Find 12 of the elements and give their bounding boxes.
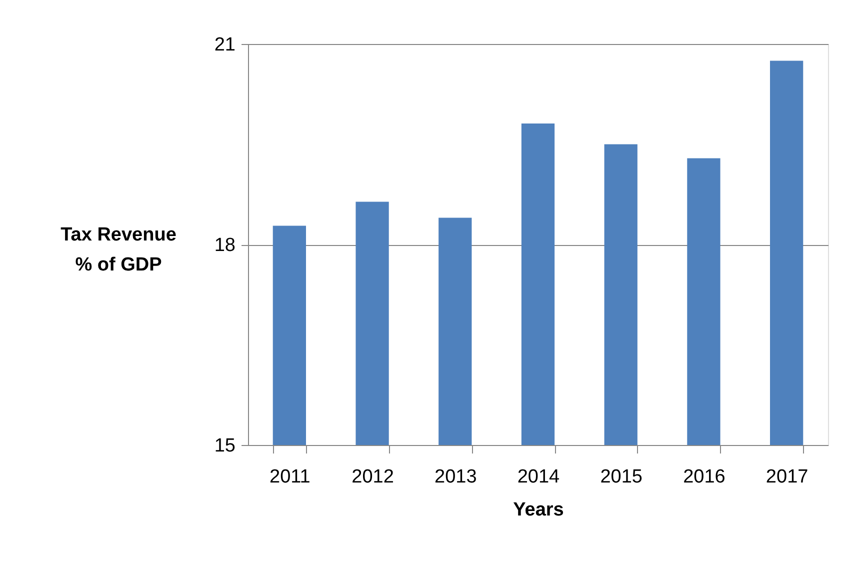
x-tick-label: 2014: [517, 466, 560, 488]
y-tick-label: 18: [214, 235, 236, 256]
x-tick-label: 2011: [270, 466, 310, 488]
x-tick-label: 2013: [434, 466, 477, 488]
y-tick-label: 21: [214, 34, 236, 56]
x-axis-title: Years: [513, 500, 564, 520]
x-tick-label: 2012: [352, 466, 394, 488]
y-axis-title: Tax Revenue % of GDP: [60, 224, 176, 276]
x-tick-label: 2015: [600, 466, 642, 488]
y-tick-label: 15: [214, 436, 236, 456]
x-tick-label: 2017: [766, 466, 808, 488]
x-tick-label: 2016: [683, 466, 726, 488]
